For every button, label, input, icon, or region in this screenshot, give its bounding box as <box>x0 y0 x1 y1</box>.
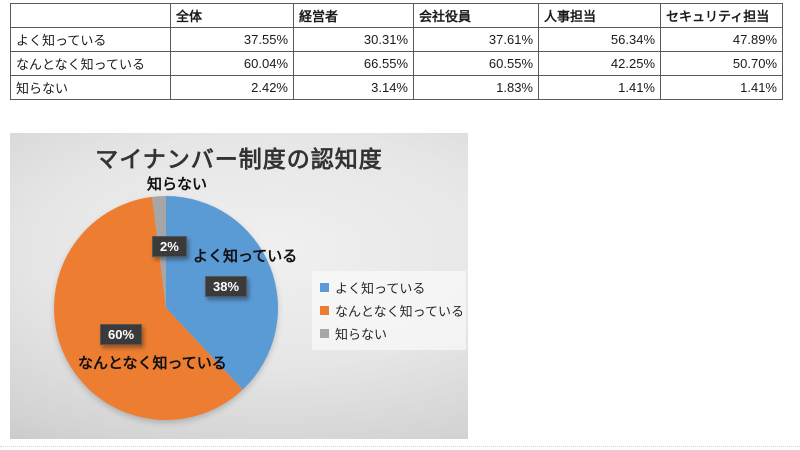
chart-title: マイナンバー制度の認知度 <box>95 146 383 172</box>
legend-label: よく知っている <box>335 281 426 296</box>
legend-marker-2 <box>320 329 329 338</box>
value-cell: 60.04% <box>170 51 294 76</box>
value-cell: 47.89% <box>660 27 783 52</box>
value-cell: 42.25% <box>538 51 661 76</box>
table-row: 知らない 2.42% 3.14% 1.83% 1.41% 1.41% <box>10 75 783 100</box>
value-cell: 56.34% <box>538 27 661 52</box>
value-cell: 37.55% <box>170 27 294 52</box>
row-label: なんとなく知っている <box>10 51 171 76</box>
data-label-callout: 38% <box>205 276 248 297</box>
pie-category-label: なんとなく知っている <box>78 355 227 372</box>
chart-legend: よく知っている なんとなく知っている 知らない <box>312 271 466 350</box>
column-header: セキュリティ担当 <box>660 3 783 28</box>
data-label-callout: 2% <box>152 236 187 257</box>
survey-table: 全体 経営者 会社役員 人事担当 セキュリティ担当 よく知っている 37.55%… <box>10 3 783 100</box>
legend-marker-0 <box>320 283 329 292</box>
value-cell: 3.14% <box>293 75 414 100</box>
value-cell: 1.41% <box>538 75 661 100</box>
legend-label: 知らない <box>335 327 388 342</box>
table-header-row: 全体 経営者 会社役員 人事担当 セキュリティ担当 <box>10 3 783 28</box>
data-label-callout: 60% <box>100 324 143 345</box>
table-row: なんとなく知っている 60.04% 66.55% 60.55% 42.25% 5… <box>10 51 783 76</box>
column-header: 全体 <box>170 3 294 28</box>
row-label: 知らない <box>10 75 171 100</box>
value-cell: 30.31% <box>293 27 414 52</box>
legend-item: よく知っている <box>320 276 458 299</box>
legend-label: なんとなく知っている <box>335 304 464 319</box>
pie-chart-panel: マイナンバー制度の認知度 知らない よく知っている なんとなく知っている 2% … <box>10 133 468 439</box>
row-label: よく知っている <box>10 27 171 52</box>
value-cell: 66.55% <box>293 51 414 76</box>
bottom-divider <box>0 446 800 447</box>
corner-cell <box>10 3 171 28</box>
legend-item: なんとなく知っている <box>320 299 464 322</box>
column-header: 会社役員 <box>413 3 539 28</box>
pie-category-label: 知らない <box>147 176 208 193</box>
pie-slice-1 <box>53 196 243 420</box>
value-cell: 2.42% <box>170 75 294 100</box>
value-cell: 1.41% <box>660 75 783 100</box>
value-cell: 60.55% <box>413 51 539 76</box>
pie-category-label: よく知っている <box>193 248 298 265</box>
legend-marker-1 <box>320 306 329 315</box>
value-cell: 50.70% <box>660 51 783 76</box>
column-header: 経営者 <box>293 3 414 28</box>
value-cell: 1.83% <box>413 75 539 100</box>
legend-item: 知らない <box>320 322 458 345</box>
table-row: よく知っている 37.55% 30.31% 37.61% 56.34% 47.8… <box>10 27 783 52</box>
column-header: 人事担当 <box>538 3 661 28</box>
value-cell: 37.61% <box>413 27 539 52</box>
